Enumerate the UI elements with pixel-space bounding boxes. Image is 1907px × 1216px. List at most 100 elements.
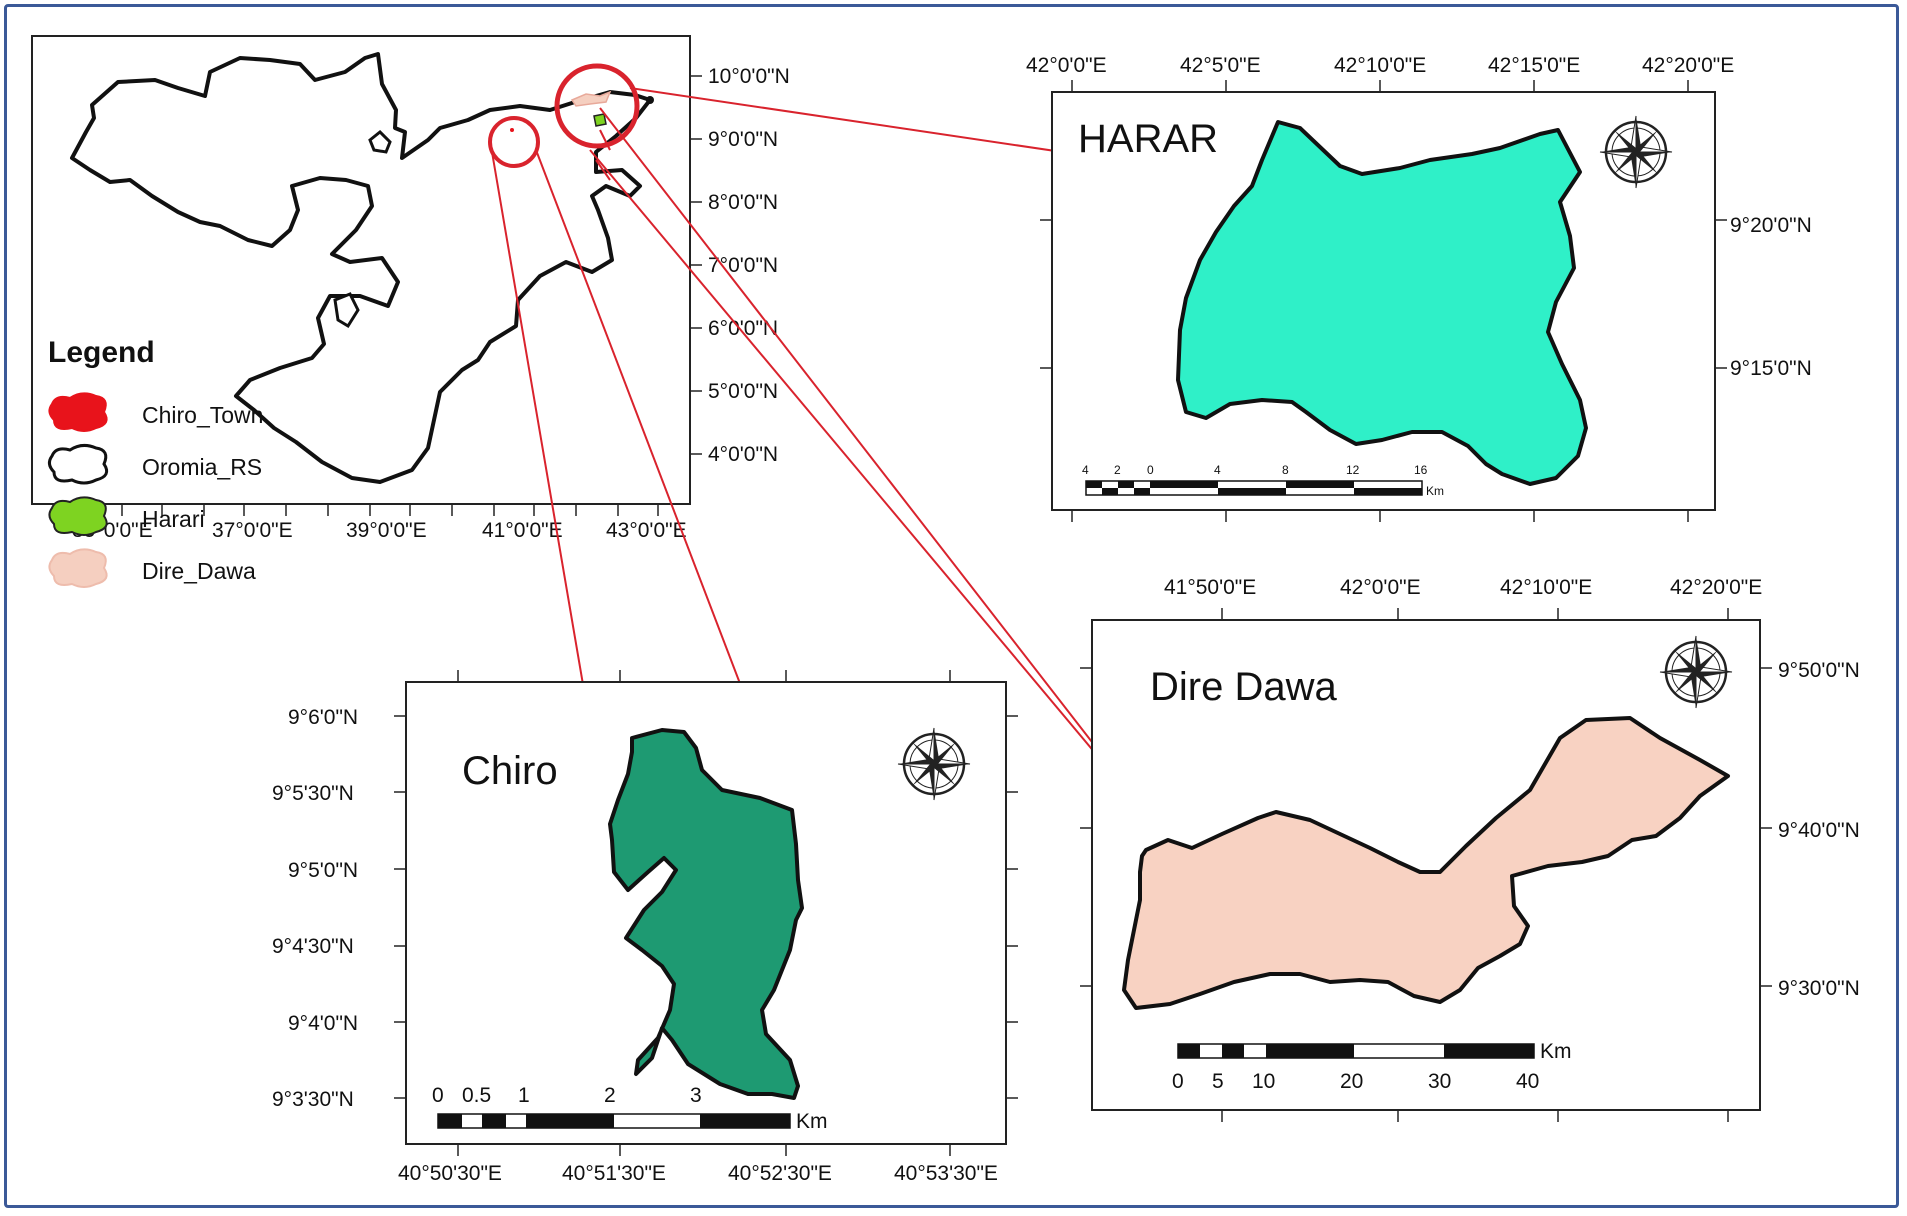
scale-tick-label: 40 xyxy=(1516,1070,1539,1093)
chiro-lat-label: 9°4'0"N xyxy=(288,1012,358,1035)
overview-lat-label: 9°0'0"N xyxy=(708,128,778,151)
harar-lon-label: 42°10'0"E xyxy=(1334,54,1426,77)
dire-dawa-lon-label: 42°10'0"E xyxy=(1500,576,1592,599)
scale-seg xyxy=(1354,488,1422,495)
chiro-scale-bar: 0 0.5 1 2 3 Km xyxy=(432,1084,828,1133)
chiro-ticks xyxy=(394,670,1018,1156)
chiro-lat-label: 9°5'30"N xyxy=(272,782,354,805)
overview-lat-ticks xyxy=(690,75,702,455)
chiro-lon-label: 40°52'30"E xyxy=(728,1162,832,1185)
map-legend: Legend Chiro_Town Oromia_RS Harari Dire_… xyxy=(47,336,263,588)
scale-tick-label: 30 xyxy=(1428,1070,1451,1093)
oromia-region-shape xyxy=(70,52,652,484)
scale-tick-label: 2 xyxy=(604,1084,616,1107)
chiro-lon-label: 40°51'30"E xyxy=(562,1162,666,1185)
scale-seg xyxy=(1118,481,1134,488)
scale-seg xyxy=(1150,481,1218,488)
overview-lon-label: 37°0'0"E xyxy=(212,519,293,542)
dire-dawa-title: Dire Dawa xyxy=(1150,665,1337,709)
legend-item-chiro-town: Chiro_Town xyxy=(48,392,263,432)
dire-dawa-lon-label: 42°20'0"E xyxy=(1670,576,1762,599)
overview-dire-dawa-shape xyxy=(570,90,612,107)
scale-tick-label: 0.5 xyxy=(462,1084,491,1107)
legend-title: Legend xyxy=(48,336,155,369)
scale-seg xyxy=(482,1114,506,1128)
scale-unit: Km xyxy=(1426,484,1444,498)
harar-scale-bar: 4 2 0 4 8 12 16 Km xyxy=(1082,463,1444,498)
scale-unit: Km xyxy=(1540,1040,1572,1063)
overview-lat-label: 10°0'0"N xyxy=(708,65,790,88)
chiro-lon-label: 40°53'30"E xyxy=(894,1162,998,1185)
dire-dawa-region-shape xyxy=(1122,716,1730,1010)
harar-lon-label: 42°0'0"E xyxy=(1026,54,1107,77)
chiro-title: Chiro xyxy=(462,749,558,793)
legend-label: Dire_Dawa xyxy=(142,558,256,584)
legend-swatch xyxy=(48,548,108,588)
chiro-lat-label: 9°3'30"N xyxy=(272,1088,354,1111)
overview-lat-label: 8°0'0"N xyxy=(708,191,778,214)
scale-seg xyxy=(1222,1044,1244,1058)
harar-lat-label: 9°20'0"N xyxy=(1730,214,1812,237)
scale-tick-label: 16 xyxy=(1414,463,1428,477)
harar-title: HARAR xyxy=(1078,117,1218,161)
legend-item-dire-dawa: Dire_Dawa xyxy=(48,548,256,588)
scale-seg xyxy=(1178,1044,1200,1058)
overview-lat-label: 6°0'0"N xyxy=(708,317,778,340)
oromia-inner-hole xyxy=(368,129,392,154)
overview-map: 10°0'0"N 9°0'0"N 8°0'0"N 7°0'0"N 6°0'0"N… xyxy=(31,35,790,588)
scale-seg xyxy=(1444,1044,1534,1058)
scale-unit: Km xyxy=(796,1110,828,1133)
chiro-highlight-circle xyxy=(488,116,540,168)
dire-dawa-lon-label: 41°50'0"E xyxy=(1164,576,1256,599)
figure-border xyxy=(4,4,1899,1208)
chiro-lat-label: 9°6'0"N xyxy=(288,706,358,729)
scale-seg xyxy=(1086,481,1102,488)
overview-lon-label: 41°0'0"E xyxy=(482,519,563,542)
legend-label: Chiro_Town xyxy=(142,402,263,428)
scale-seg xyxy=(700,1114,790,1128)
overview-chiro-dot xyxy=(510,128,514,132)
scale-tick-label: 12 xyxy=(1346,463,1360,477)
connector-stub xyxy=(599,129,611,151)
chiro-lat-label: 9°4'30"N xyxy=(272,935,354,958)
legend-swatch xyxy=(48,392,108,432)
overview-east-dot xyxy=(646,96,654,104)
scale-tick-label: 8 xyxy=(1282,463,1289,477)
scale-seg xyxy=(1134,488,1150,495)
chiro-lat-label: 9°5'0"N xyxy=(288,859,358,882)
legend-label: Oromia_RS xyxy=(142,454,262,480)
legend-swatch xyxy=(48,496,108,536)
scale-seg xyxy=(438,1114,462,1128)
chiro-lon-label: 40°50'30"E xyxy=(398,1162,502,1185)
oromia-inner-hole xyxy=(333,292,360,329)
harar-lat-label: 9°15'0"N xyxy=(1730,357,1812,380)
dire-dawa-lat-label: 9°40'0"N xyxy=(1778,819,1860,842)
scale-tick-label: 0 xyxy=(432,1084,444,1107)
overview-lat-label: 5°0'0"N xyxy=(708,380,778,403)
legend-label: Harari xyxy=(142,506,205,532)
overview-lon-label: 43°0'0"E xyxy=(606,519,687,542)
overview-lat-label: 7°0'0"N xyxy=(708,254,778,277)
legend-swatch xyxy=(47,443,109,485)
scale-tick-label: 3 xyxy=(690,1084,702,1107)
scale-seg xyxy=(1286,481,1354,488)
dire-dawa-ticks xyxy=(1080,608,1772,1122)
harar-lon-label: 42°15'0"E xyxy=(1488,54,1580,77)
scale-seg xyxy=(526,1114,614,1128)
connector-stub xyxy=(595,159,611,181)
overview-lat-label: 4°0'0"N xyxy=(708,443,778,466)
harar-ticks xyxy=(1040,80,1727,522)
scale-tick-label: 20 xyxy=(1340,1070,1363,1093)
chiro-region-shape xyxy=(608,728,804,1100)
scale-tick-label: 2 xyxy=(1114,463,1121,477)
scale-seg xyxy=(1218,488,1286,495)
dire-dawa-scale-bar: 0 5 10 20 30 40 Km xyxy=(1172,1040,1572,1093)
scale-tick-label: 4 xyxy=(1082,463,1089,477)
chiro-map: 9°6'0"N 9°5'30"N 9°5'0"N 9°4'30"N 9°4'0"… xyxy=(272,670,1018,1185)
scale-tick-label: 1 xyxy=(518,1084,530,1107)
overview-lon-label: 39°0'0"E xyxy=(346,519,427,542)
harar-map: 42°0'0"E 42°5'0"E 42°10'0"E 42°15'0"E 42… xyxy=(1026,54,1812,522)
dire-dawa-map: 41°50'0"E 42°0'0"E 42°10'0"E 42°20'0"E 9… xyxy=(1080,576,1860,1122)
legend-item-harari: Harari xyxy=(48,496,205,536)
